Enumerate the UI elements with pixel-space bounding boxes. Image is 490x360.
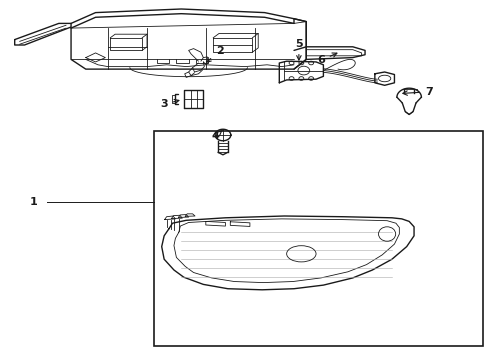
Bar: [154, 131, 483, 346]
Text: 1: 1: [29, 197, 37, 207]
Text: 4: 4: [212, 130, 222, 141]
Text: 5: 5: [295, 39, 303, 60]
Text: 7: 7: [403, 87, 433, 97]
Text: 2: 2: [206, 46, 223, 62]
Text: 6: 6: [317, 53, 337, 66]
Text: 3: 3: [160, 99, 179, 109]
